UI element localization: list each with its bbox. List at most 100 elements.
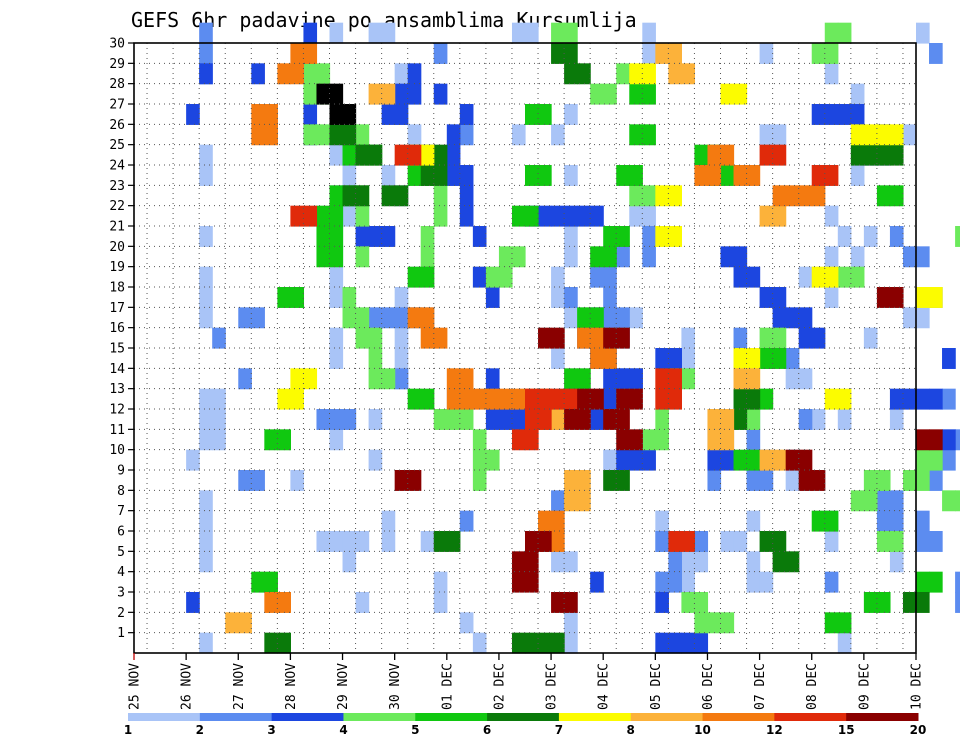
y-tick-label: 19	[109, 260, 125, 275]
heatmap-cell	[955, 592, 960, 613]
heatmap-cell	[472, 226, 487, 247]
heatmap-cell	[668, 43, 682, 64]
heatmap-cell	[381, 368, 396, 390]
y-tick-label: 16	[109, 321, 125, 336]
heatmap-cell	[329, 266, 344, 288]
heatmap-cell	[916, 246, 930, 268]
heatmap-cell	[668, 368, 682, 390]
heatmap-cell	[929, 388, 943, 410]
heatmap-cell	[850, 165, 865, 186]
heatmap-cell	[694, 165, 709, 186]
heatmap-cell	[772, 144, 787, 166]
heatmap-cell	[472, 470, 487, 491]
heatmap-cell	[394, 368, 409, 390]
heatmap-cell	[329, 22, 344, 44]
heatmap-cell	[759, 470, 774, 491]
heatmap-cell	[824, 287, 839, 308]
heatmap-cell	[420, 226, 435, 247]
heatmap-cell	[850, 124, 865, 146]
heatmap-cell	[368, 226, 383, 247]
heatmap-cell	[368, 409, 383, 430]
heatmap-cell	[746, 348, 761, 369]
heatmap-cell	[863, 226, 878, 247]
heatmap-cell	[655, 368, 669, 390]
heatmap-cell	[394, 63, 409, 85]
heatmap-cell	[329, 104, 344, 125]
heatmap-cell	[342, 551, 357, 573]
heatmap-cell	[329, 287, 344, 308]
heatmap-cell	[772, 327, 787, 349]
heatmap-cell	[251, 104, 265, 125]
heatmap-cell	[798, 368, 813, 390]
heatmap-cell	[342, 104, 357, 125]
heatmap-cell	[564, 226, 578, 247]
heatmap-cell	[511, 205, 526, 227]
heatmap-cell	[707, 144, 722, 166]
heatmap-cell	[916, 388, 930, 410]
heatmap-cell	[694, 531, 709, 552]
heatmap-cell	[837, 226, 852, 247]
heatmap-cell	[733, 531, 748, 552]
heatmap-cell	[629, 449, 643, 471]
heatmap-cell	[668, 632, 682, 654]
heatmap-cell	[590, 571, 604, 593]
heatmap-cell	[420, 388, 435, 410]
heatmap-cell	[603, 449, 617, 471]
heatmap-cell	[681, 368, 696, 390]
legend-color-swatch	[630, 713, 704, 721]
y-tick-label: 9	[117, 464, 125, 479]
heatmap-cell	[472, 449, 487, 471]
heatmap-cell	[498, 246, 513, 268]
heatmap-cell	[681, 327, 696, 349]
legend-level-label: 2	[196, 723, 204, 737]
heatmap-cell	[394, 348, 409, 369]
heatmap-cell	[759, 144, 774, 166]
heatmap-cell	[342, 165, 357, 186]
heatmap-cell	[420, 327, 435, 349]
heatmap-cell	[277, 592, 291, 613]
heatmap-cell	[394, 307, 409, 329]
heatmap-cell	[381, 226, 396, 247]
heatmap-cell	[616, 307, 630, 329]
heatmap-cell	[902, 592, 917, 613]
heatmap-cell	[668, 226, 682, 247]
heatmap-cell	[342, 531, 357, 552]
heatmap-cell	[212, 388, 226, 410]
heatmap-cell	[459, 388, 474, 410]
heatmap-cell	[785, 368, 800, 390]
heatmap-cell	[720, 612, 735, 634]
heatmap-cell	[811, 409, 826, 430]
y-tick-label: 20	[109, 240, 125, 255]
heatmap-cell	[942, 449, 956, 471]
heatmap-cell	[707, 470, 722, 491]
heatmap-cell	[459, 368, 474, 390]
heatmap-cell	[368, 368, 383, 390]
heatmap-cell	[564, 22, 578, 44]
heatmap-cell	[707, 612, 722, 634]
heatmap-cell	[290, 470, 305, 491]
heatmap-cell	[394, 144, 409, 166]
heatmap-cell	[316, 124, 331, 146]
heatmap-cell	[824, 63, 839, 85]
heatmap-cell	[772, 287, 787, 308]
heatmap-cell	[837, 266, 852, 288]
heatmap-cell	[929, 470, 943, 491]
heatmap-cell	[551, 348, 565, 369]
heatmap-cell	[459, 124, 474, 146]
heatmap-cell	[889, 551, 904, 573]
y-tick-label: 21	[109, 220, 125, 235]
heatmap-cell	[303, 104, 318, 125]
heatmap-cell	[720, 409, 735, 430]
heatmap-cell	[511, 124, 526, 146]
heatmap-cell	[785, 307, 800, 329]
heatmap-cell	[564, 287, 578, 308]
heatmap-cell	[655, 185, 669, 207]
y-tick-label: 28	[109, 77, 125, 92]
heatmap-cell	[485, 368, 500, 390]
heatmap-cell	[577, 205, 591, 227]
heatmap-cell	[446, 531, 461, 552]
heatmap-cell	[850, 104, 865, 125]
heatmap-cell	[564, 551, 578, 573]
heatmap-cell	[485, 287, 500, 308]
heatmap-cell	[472, 632, 487, 654]
